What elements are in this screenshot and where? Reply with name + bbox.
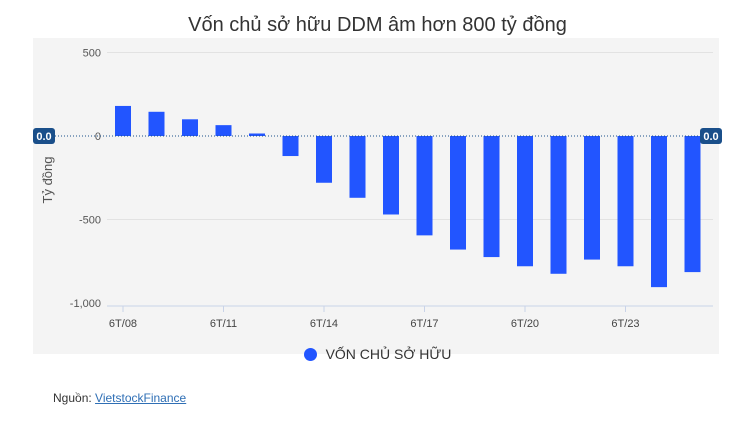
x-tick-label: 6T/20 [511,318,539,330]
legend-label: VỐN CHỦ SỞ HỮU [325,346,452,362]
bar [450,136,466,250]
bar [182,119,198,136]
bar [349,136,366,198]
bar [215,125,232,136]
bar [550,136,567,274]
y-tick-label: -500 [79,215,101,227]
reference-label-right-bg [700,128,722,144]
bar [416,136,433,236]
source-link[interactable]: VietstockFinance [95,391,187,405]
bar [684,136,701,273]
bar [651,136,667,288]
legend-marker [303,347,317,361]
bar [383,136,399,215]
reference-label-left-bg [33,128,55,144]
y-tick-label: -1,000 [70,298,101,310]
x-tick-label: 6T/08 [109,318,137,330]
bar [584,136,600,260]
bar [316,136,332,183]
x-tick-label: 6T/17 [410,318,438,330]
reference-label-right: 0.0 [703,131,718,143]
y-tick-label: 500 [83,48,101,60]
source-note: Nguồn: VietstockFinance [53,391,186,405]
bar [517,136,533,267]
bar [617,136,634,267]
y-axis-label: Tỷ đồng [40,157,55,204]
source-label: Nguồn: [53,391,92,405]
bar [483,136,500,258]
x-tick-label: 6T/23 [611,318,639,330]
bar [148,111,165,136]
bar [115,105,131,136]
y-tick-label: 0 [95,131,101,143]
chart-background [33,38,719,354]
chart-legend[interactable]: VỐN CHỦ SỞ HỮU [0,346,755,362]
bar [249,133,265,136]
bar [282,136,299,157]
x-tick-label: 6T/14 [310,318,338,330]
chart-title: Vốn chủ sở hữu DDM âm hơn 800 tỷ đồng [188,14,567,36]
x-tick-label: 6T/11 [210,318,237,330]
reference-label-left: 0.0 [36,131,51,143]
